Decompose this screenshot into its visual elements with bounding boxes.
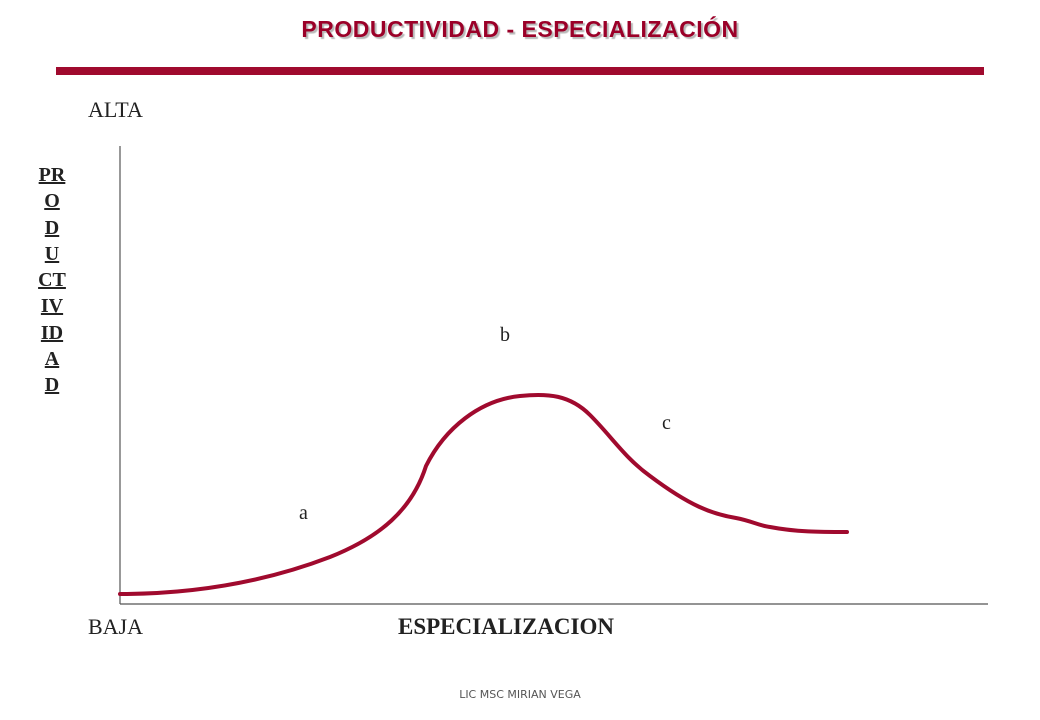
y-high-label: ALTA [88,97,143,122]
point-label-c: c [662,412,671,434]
point-label-a: a [299,502,308,524]
point-label-b: b [500,324,510,346]
y-axis-label: PRODUCTIVIDAD [38,164,66,397]
productivity-curve [118,392,849,596]
footer-author: LIC MSC MIRIAN VEGA [459,688,581,701]
slide-title: PRODUCTIVIDAD - ESPECIALIZACIÓN [301,16,739,42]
x-axis-label: ESPECIALIZACION [398,614,614,639]
y-low-label: BAJA [88,614,144,639]
title-rule [56,67,984,75]
